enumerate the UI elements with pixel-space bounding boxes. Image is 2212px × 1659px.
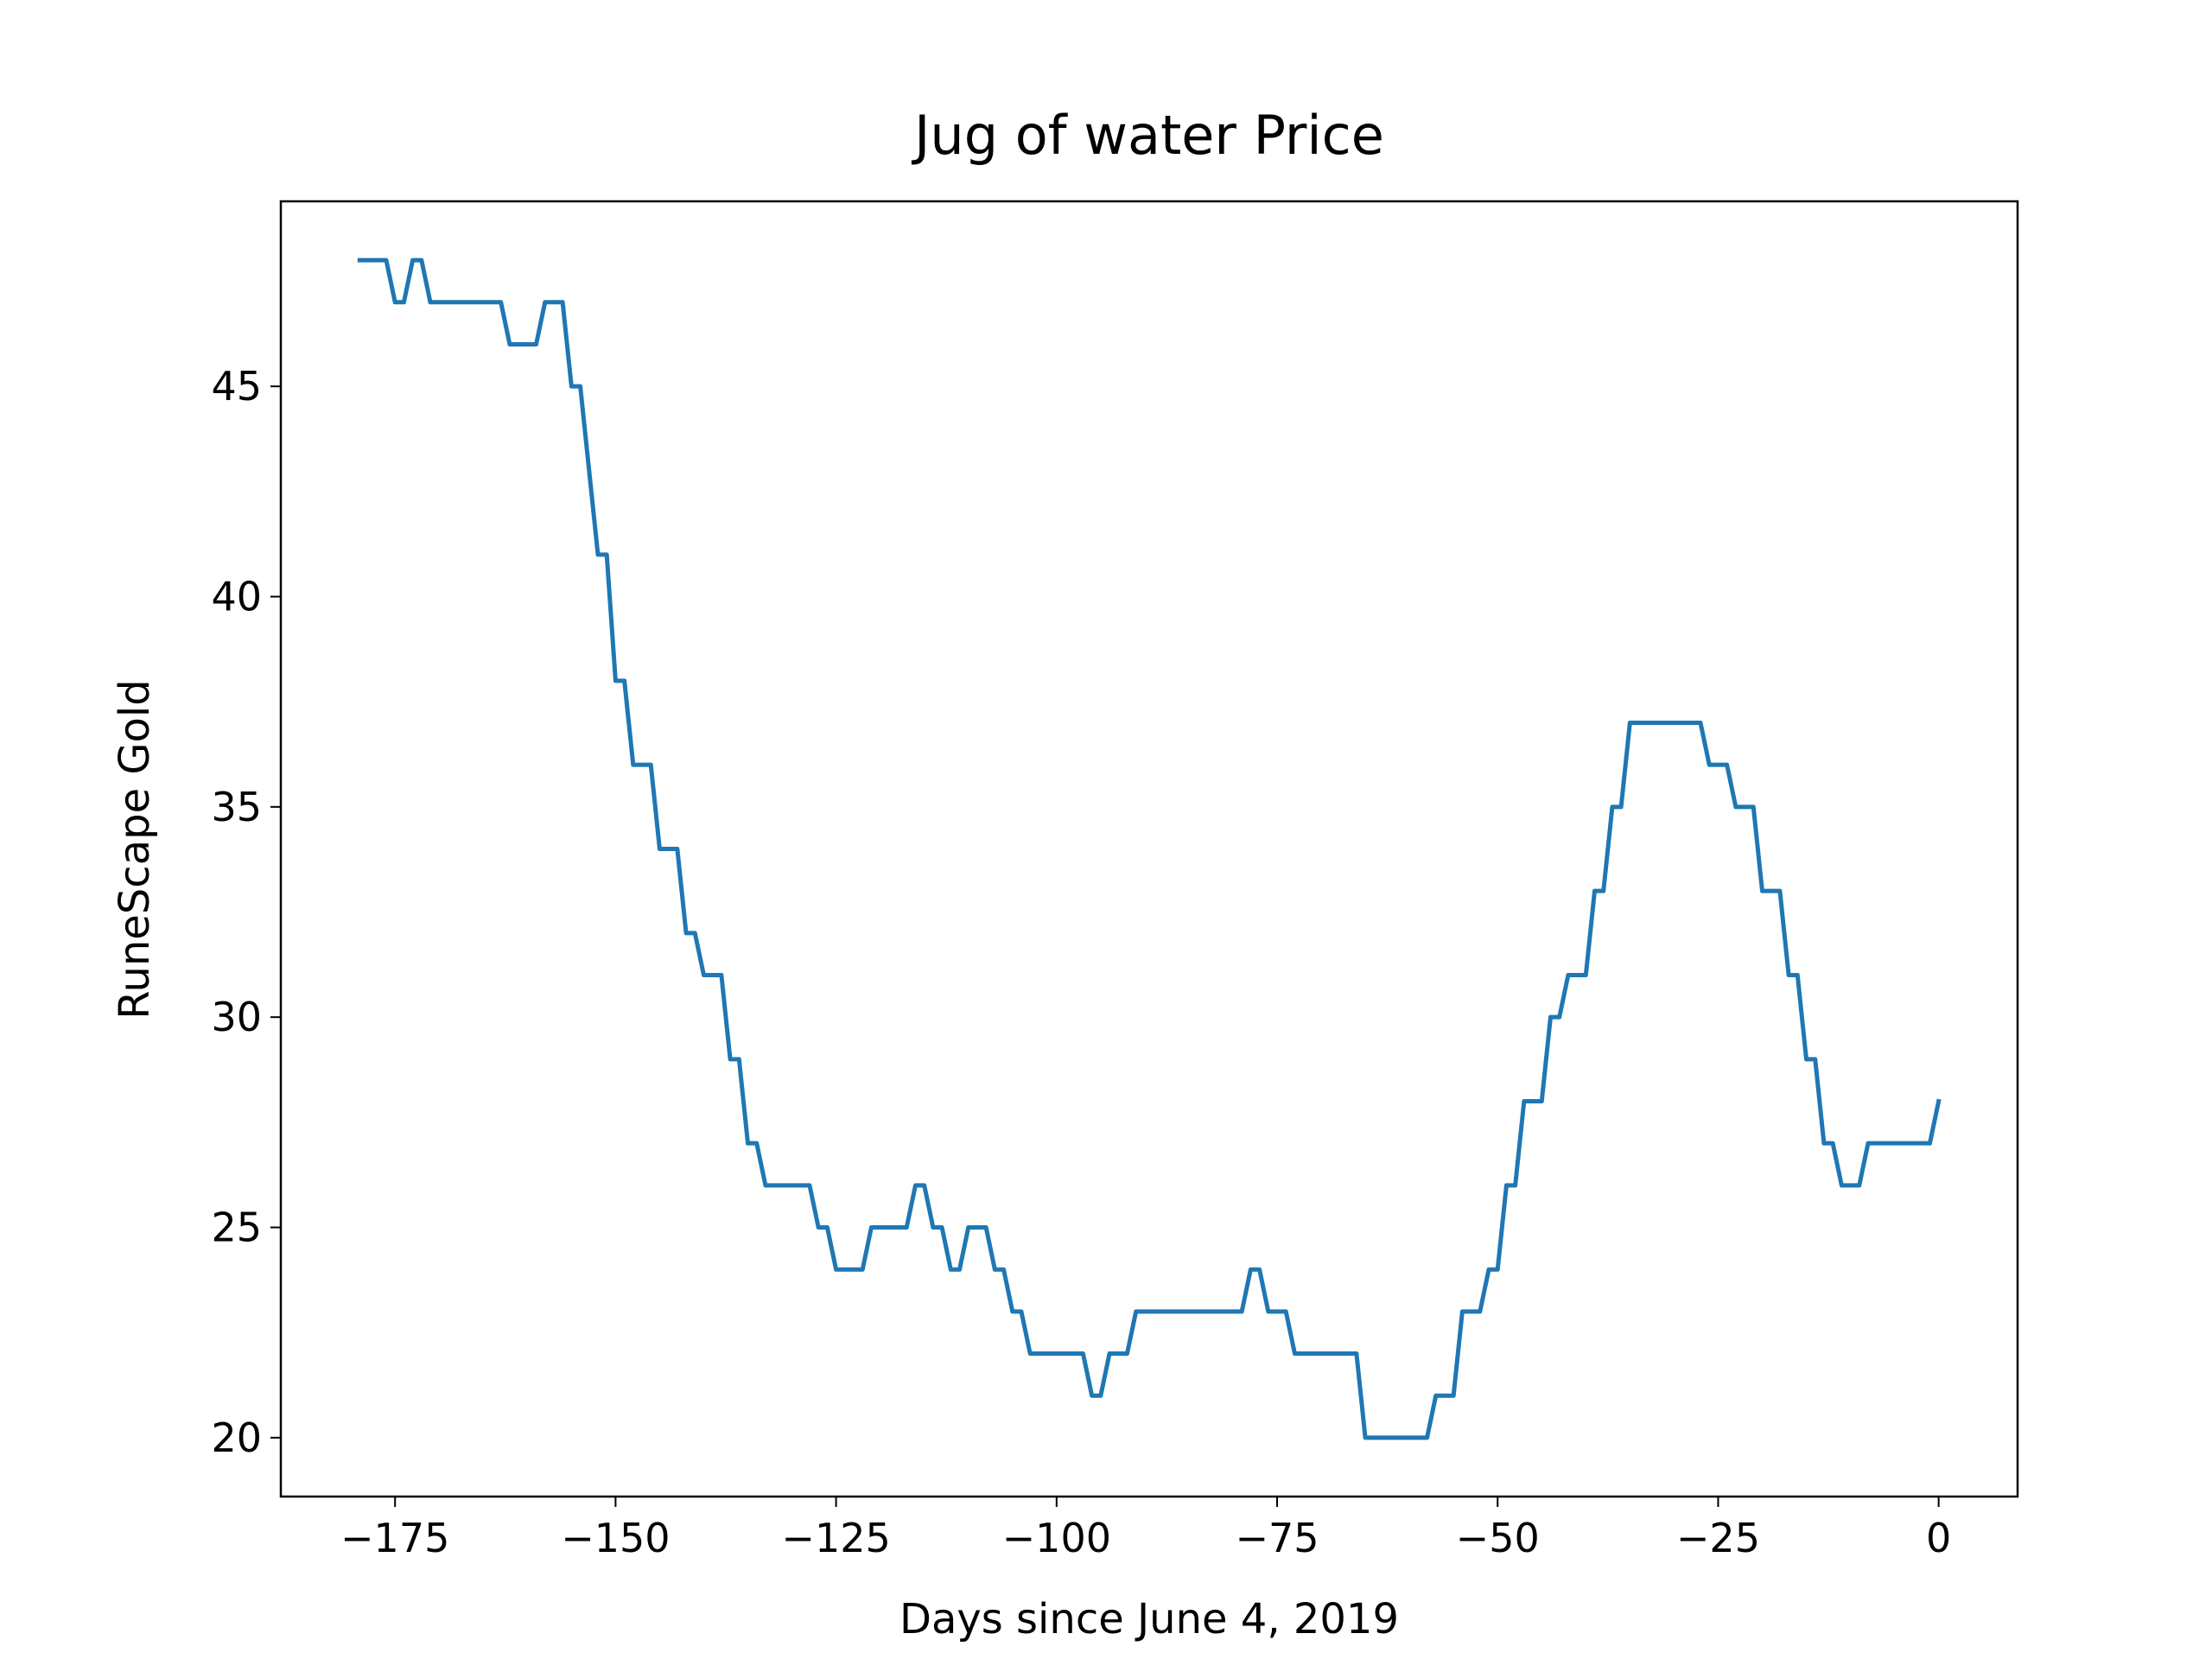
- x-tick-label: −125: [781, 1515, 890, 1561]
- y-tick-label: 45: [211, 363, 262, 410]
- x-tick-label: −150: [561, 1515, 670, 1561]
- x-tick-label: −175: [340, 1515, 449, 1561]
- y-tick-label: 25: [211, 1205, 262, 1251]
- x-tick-label: −25: [1676, 1515, 1760, 1561]
- x-tick-label: −100: [1002, 1515, 1111, 1561]
- chart-title: Jug of water Price: [911, 104, 1384, 167]
- x-tick-label: 0: [1926, 1515, 1951, 1561]
- y-tick-label: 40: [211, 573, 262, 620]
- line-series: [357, 257, 1942, 1440]
- y-tick-label: 30: [211, 994, 262, 1040]
- y-tick-label: 20: [211, 1414, 262, 1461]
- y-axis-label: RuneScape Gold: [111, 679, 159, 1019]
- x-axis-label: Days since June 4, 2019: [899, 1595, 1399, 1643]
- x-tick-label: −50: [1456, 1515, 1540, 1561]
- y-tick-label: 35: [211, 784, 262, 830]
- plot-frame: [279, 200, 2019, 1498]
- x-tick-label: −75: [1235, 1515, 1319, 1561]
